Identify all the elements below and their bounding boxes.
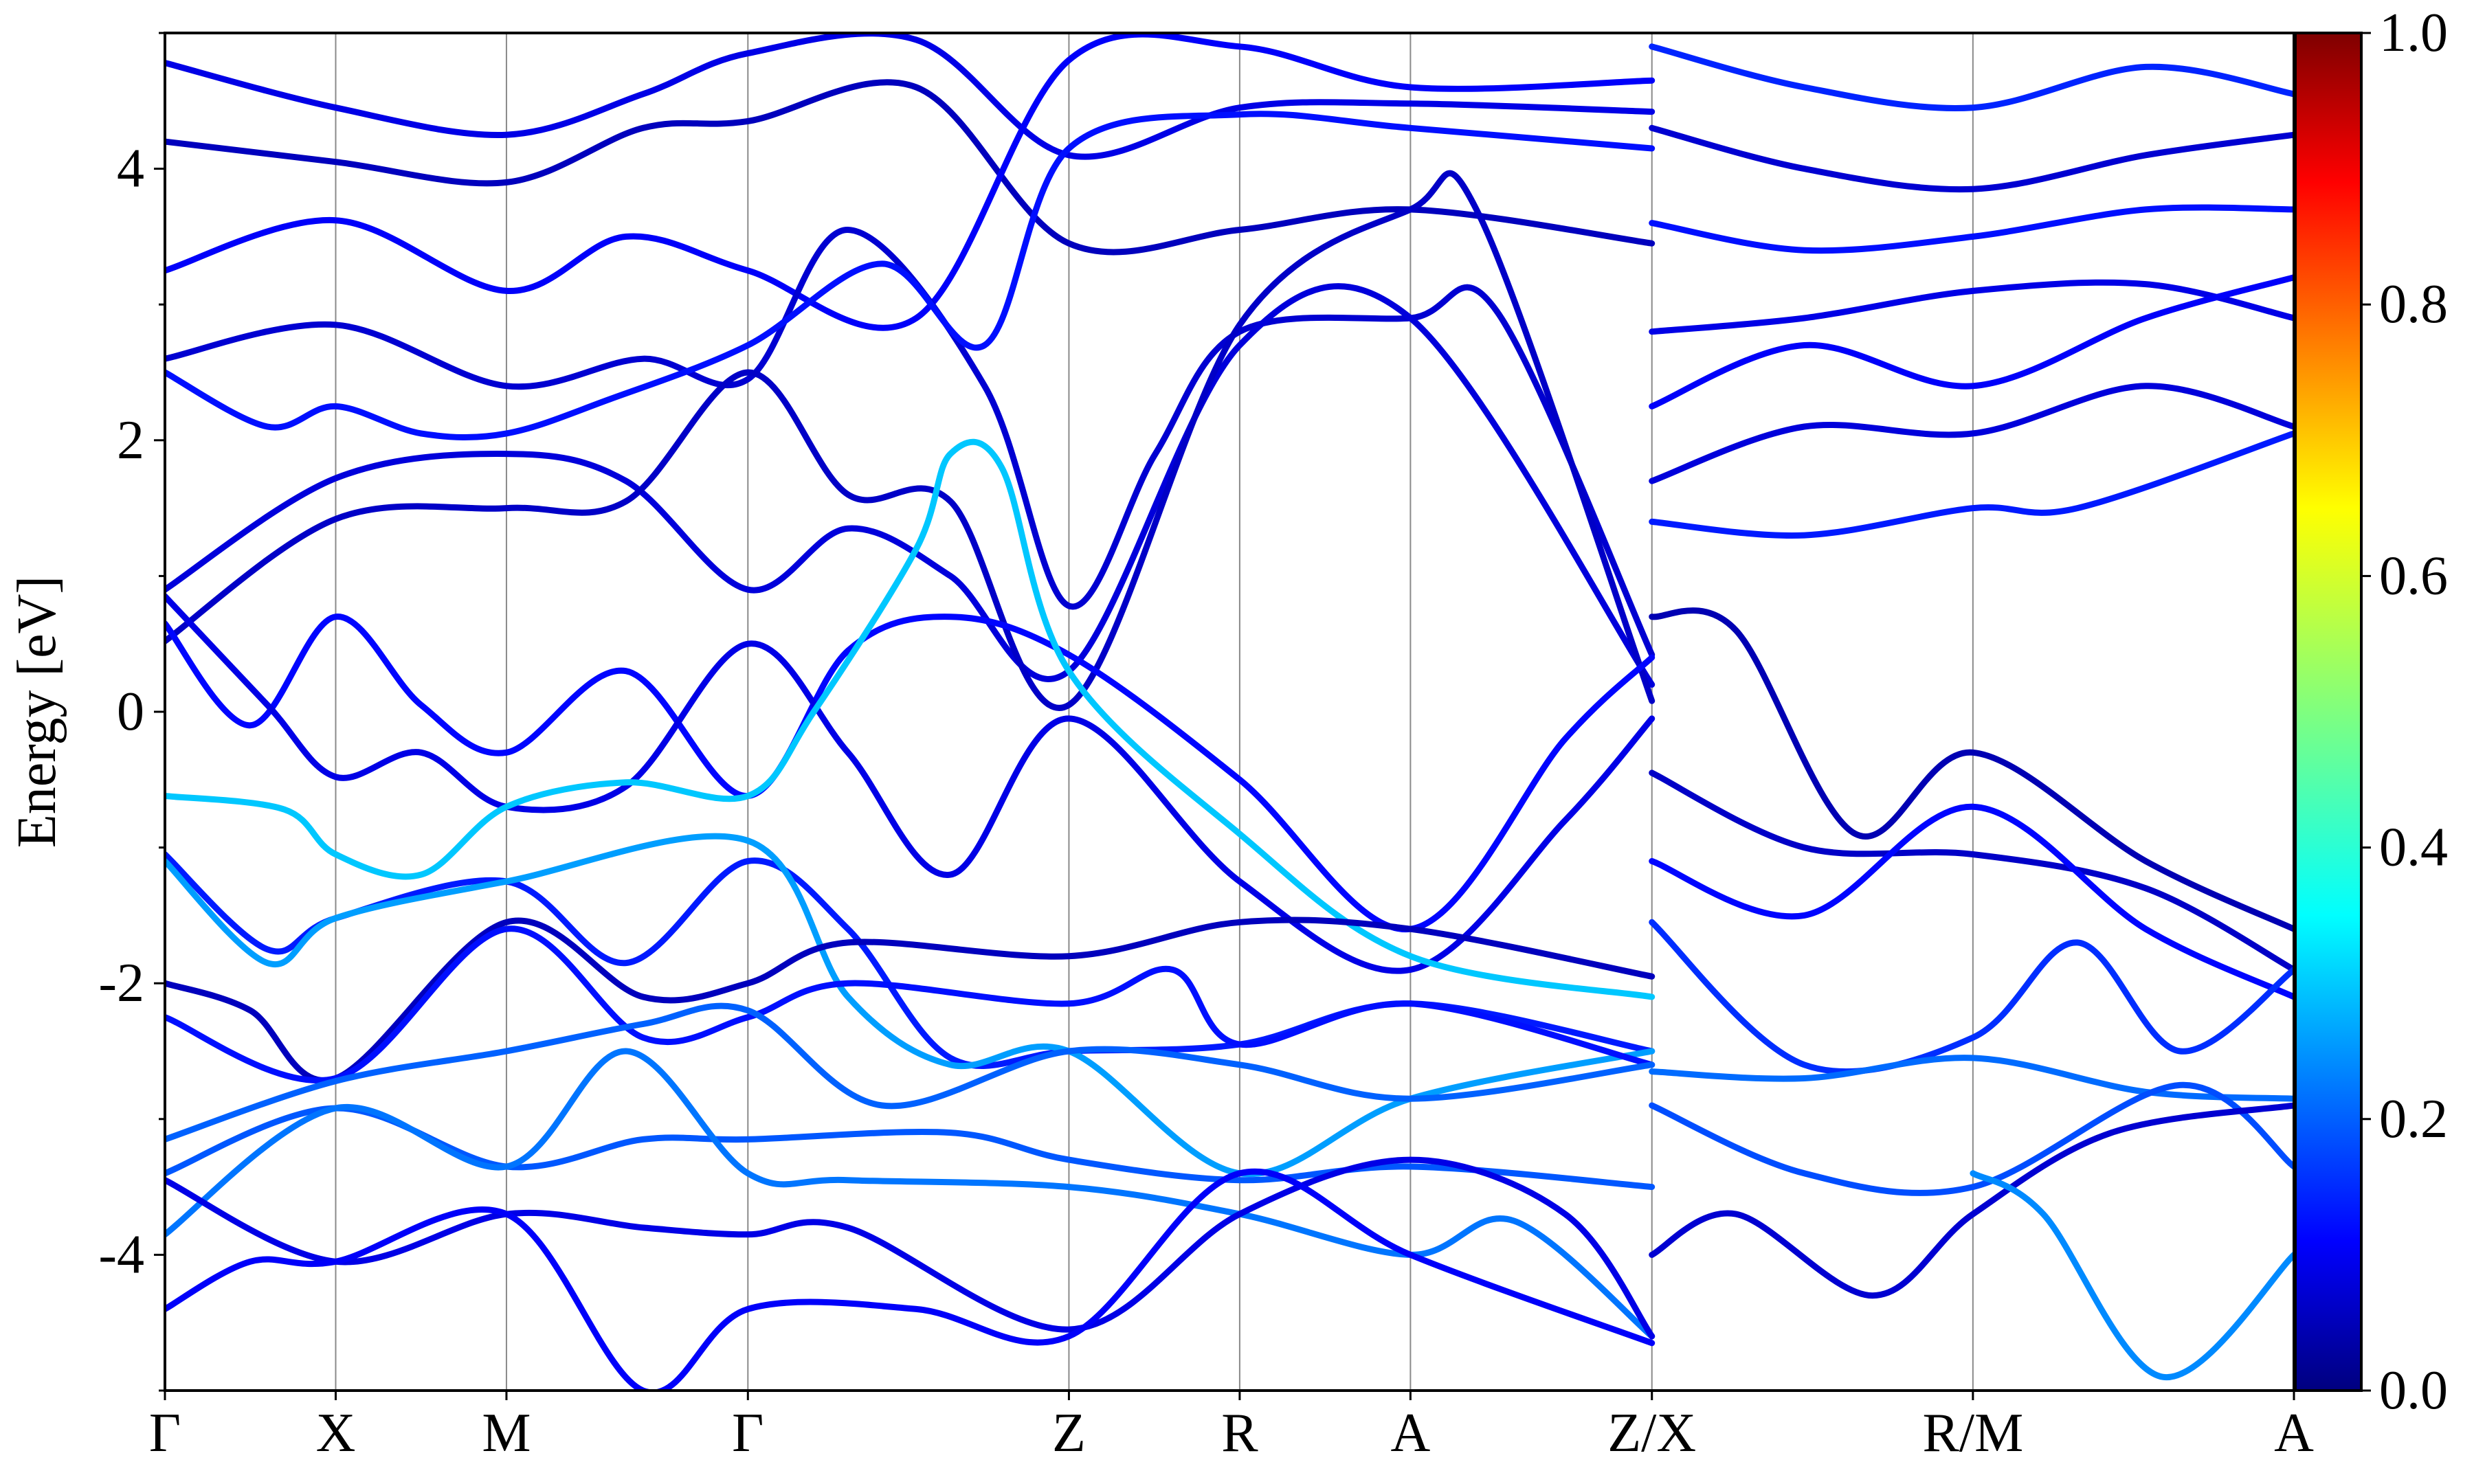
band-line (1649, 124, 2294, 193)
band-line (1649, 430, 2294, 539)
band-line (165, 33, 1656, 331)
band-line (1970, 1170, 2294, 1380)
y-tick-label: 0 (117, 682, 144, 742)
y-tick-label: -2 (98, 953, 144, 1013)
band-line (165, 1156, 1656, 1340)
band-line (1649, 43, 2294, 111)
band-lines (165, 33, 2294, 1391)
y-axis-ticks: 4 2 0 -2 -4 (98, 32, 165, 1392)
colorbar-tick-label: 0.6 (2379, 546, 2448, 606)
x-tick-label: X (316, 1403, 356, 1463)
y-tick-label: -4 (98, 1224, 144, 1285)
band-line (1649, 204, 2294, 254)
x-tick-label: A (2274, 1403, 2314, 1463)
band-line (1649, 1055, 2294, 1102)
band-line (165, 1168, 1656, 1391)
band-line (165, 925, 1656, 1084)
band-line (165, 79, 1656, 256)
band-line (165, 1002, 1656, 1143)
y-tick-label: 2 (117, 410, 144, 471)
x-tick-label: A (1390, 1403, 1430, 1463)
colorbar-tick-label: 0.2 (2379, 1089, 2448, 1149)
band-line (165, 170, 1656, 711)
x-tick-label: Z (1052, 1403, 1086, 1463)
band-line (1649, 803, 2294, 1000)
band-line (165, 593, 1656, 974)
band-line (165, 614, 1656, 932)
x-tick-label: Γ (732, 1403, 764, 1463)
colorbar-tick-label: 0.0 (2379, 1360, 2448, 1421)
band-line (165, 226, 1656, 658)
x-tick-label: Z/X (1607, 1403, 1696, 1463)
band-line (1649, 383, 2294, 484)
band-line (1649, 274, 2294, 409)
band-line (1649, 1102, 2294, 1299)
x-tick-label: Γ (149, 1403, 181, 1463)
band-line (165, 917, 1656, 1083)
y-tick-label: 4 (117, 139, 144, 199)
band-line (165, 283, 1656, 688)
colorbar-tick-label: 1.0 (2379, 3, 2448, 63)
band-line (1649, 279, 2294, 335)
band-line (1649, 607, 2294, 932)
colorbar-tick-label: 0.4 (2379, 818, 2448, 878)
colorbar (2294, 32, 2363, 1392)
x-tick-label: R/M (1923, 1403, 2024, 1463)
band-line (165, 833, 1656, 1178)
y-axis-label: Energy [eV] (7, 576, 67, 848)
x-axis-ticks: Γ X M Γ Z R A Z/X R/M A (149, 1391, 2314, 1463)
colorbar-tick-label: 0.8 (2379, 274, 2448, 335)
colorbar-ticks: 0.0 0.2 0.4 0.6 0.8 1.0 (2361, 3, 2448, 1421)
band-line (1649, 1081, 2294, 1196)
band-line (165, 33, 1656, 160)
band-line (1649, 919, 2294, 1075)
band-line (165, 1048, 1656, 1340)
x-tick-label: R (1221, 1403, 1258, 1463)
band-line (165, 438, 1656, 1000)
band-line (1649, 769, 2294, 973)
k-point-gridlines (335, 33, 1974, 1391)
x-tick-label: M (482, 1403, 531, 1463)
band-line (165, 111, 1656, 440)
